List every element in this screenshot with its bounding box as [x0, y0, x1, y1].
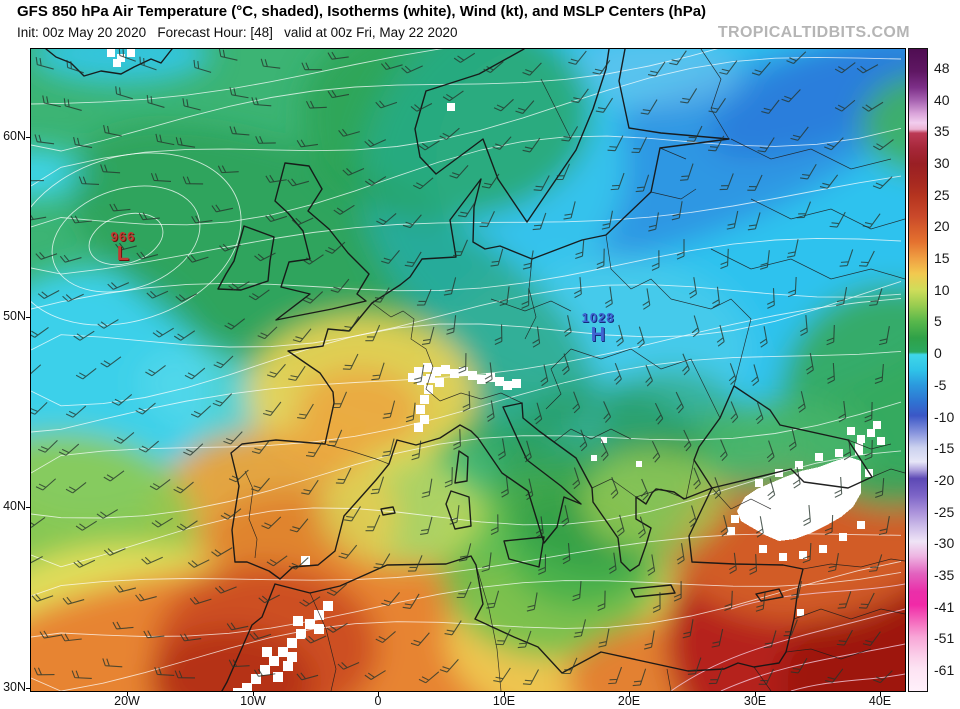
lon-tick-label: 0 [374, 694, 382, 708]
colorbar-tick-label: -61 [934, 661, 955, 678]
lat-tick-label: 50N [3, 309, 26, 323]
low-pressure-center: 966 L [111, 230, 136, 264]
pressure-value: 966 [110, 229, 136, 244]
lon-tick-label: 10E [492, 694, 516, 708]
axis-tick [26, 137, 30, 138]
temperature-colorbar [908, 48, 928, 692]
colorbar-tick-label: -41 [934, 598, 955, 615]
country-borders [244, 49, 905, 691]
page-title: GFS 850 hPa Air Temperature (°C, shaded)… [17, 3, 707, 20]
colorbar-tick-label: -25 [934, 503, 955, 520]
temperature-map-svg [31, 49, 905, 691]
colorbar-tick-label: 10 [934, 281, 950, 298]
colorbar-tick-label: 48 [934, 60, 950, 76]
colorbar-tick-label: -30 [934, 535, 955, 552]
colorbar-tick-label: -10 [934, 408, 955, 425]
colorbar-tick-label: 5 [934, 313, 942, 330]
axis-tick [26, 507, 30, 508]
pressure-letter: H [590, 324, 606, 346]
axis-tick [504, 692, 505, 696]
axis-tick [378, 692, 379, 696]
axis-tick [880, 692, 881, 696]
low-center-isobars [31, 152, 242, 326]
colorbar-tick-label: 25 [934, 186, 950, 203]
colorbar-tick-label: -35 [934, 566, 955, 583]
warm-sector-contours [670, 583, 905, 691]
colorbar-tick-label: 40 [934, 91, 950, 108]
colorbar-tick-label: 15 [934, 250, 950, 267]
axis-tick [127, 692, 128, 696]
colorbar-tick-label: -51 [934, 630, 955, 647]
axis-tick [26, 688, 30, 689]
lon-tick-label: 10W [240, 694, 266, 708]
colorbar-tick-label: 0 [934, 345, 942, 362]
init-forecast-line: Init: 00z May 20 2020 Forecast Hour: [48… [17, 25, 458, 40]
colorbar-tick-label: -15 [934, 440, 955, 457]
lat-tick-label: 60N [3, 129, 26, 143]
axis-tick [755, 692, 756, 696]
high-pressure-center: 1028 H [582, 311, 615, 345]
lon-tick-label: 30E [743, 694, 767, 708]
map-canvas: 966 L 1028 H [30, 48, 906, 692]
lon-tick-label: 20W [114, 694, 140, 708]
pressure-letter: L [116, 243, 130, 265]
colorbar-gradient [909, 49, 927, 691]
axis-tick [253, 692, 254, 696]
lon-tick-label: 20E [617, 694, 641, 708]
axis-tick [629, 692, 630, 696]
colorbar-tick-label: 30 [934, 155, 950, 172]
pressure-value: 1028 [581, 310, 615, 325]
axis-tick [26, 317, 30, 318]
lat-tick-label: 30N [3, 680, 26, 694]
tropicaltidbits-watermark: TROPICALTIDBITS.COM [717, 24, 910, 41]
lon-tick-label: 40E [868, 694, 892, 708]
wind-barbs [31, 49, 894, 687]
lat-tick-label: 40N [3, 499, 26, 513]
terrain-white-patches [107, 49, 885, 691]
colorbar-tick-label: 35 [934, 123, 950, 140]
colorbar-tick-label: 20 [934, 218, 950, 235]
colorbar-tick-label: -5 [934, 376, 947, 393]
colorbar-tick-label: -20 [934, 471, 955, 488]
